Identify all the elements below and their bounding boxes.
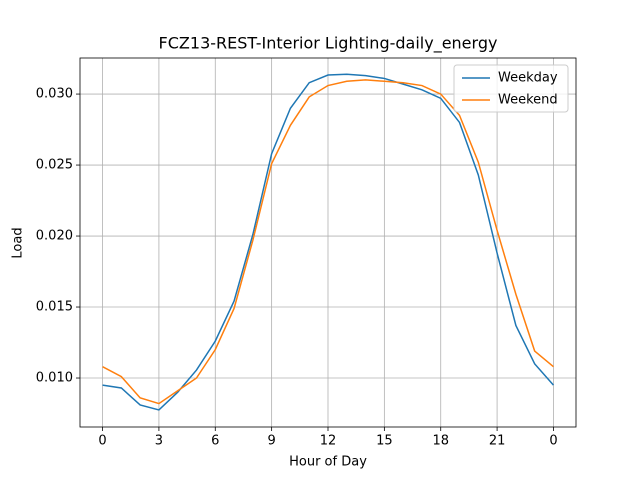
legend-label: Weekend [498, 93, 558, 108]
x-tick-label: 18 [432, 434, 449, 449]
y-tick-label: 0.030 [36, 87, 73, 102]
legend-label: Weekday [498, 71, 558, 86]
y-tick-label: 0.015 [36, 300, 73, 315]
x-tick-label: 0 [549, 434, 557, 449]
series-line [102, 73, 555, 411]
x-tick-label: 0 [98, 434, 106, 449]
chart-title: FCZ13-REST-Interior Lighting-daily_energ… [159, 34, 498, 54]
y-tick-label: 0.025 [36, 158, 73, 173]
y-tick-label: 0.020 [36, 229, 73, 244]
x-tick-label: 12 [320, 434, 337, 449]
x-tick-label: 21 [489, 434, 506, 449]
x-tick-label: 3 [155, 434, 163, 449]
x-tick-label: 6 [211, 434, 219, 449]
x-tick-label: 15 [376, 434, 393, 449]
x-tick-label: 9 [267, 434, 275, 449]
x-axis-label: Hour of Day [289, 455, 367, 470]
y-tick-label: 0.010 [36, 371, 73, 386]
y-axis-label: Load [11, 227, 26, 258]
series-line [102, 79, 554, 405]
plot-frame [79, 57, 577, 428]
